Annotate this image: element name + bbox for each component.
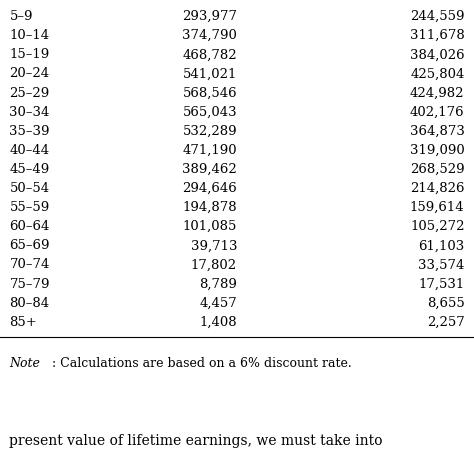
Text: 1,408: 1,408 (200, 316, 237, 329)
Text: 389,462: 389,462 (182, 163, 237, 176)
Text: 45–49: 45–49 (9, 163, 50, 176)
Text: 30–34: 30–34 (9, 106, 50, 118)
Text: 2,257: 2,257 (427, 316, 465, 329)
Text: 85+: 85+ (9, 316, 37, 329)
Text: present value of lifetime earnings, we must take into: present value of lifetime earnings, we m… (9, 434, 383, 448)
Text: 159,614: 159,614 (410, 201, 465, 214)
Text: 424,982: 424,982 (410, 87, 465, 100)
Text: 10–14: 10–14 (9, 29, 50, 42)
Text: 244,559: 244,559 (410, 10, 465, 23)
Text: 468,782: 468,782 (182, 48, 237, 61)
Text: 50–54: 50–54 (9, 182, 50, 195)
Text: 384,026: 384,026 (410, 48, 465, 61)
Text: 101,085: 101,085 (182, 220, 237, 233)
Text: 294,646: 294,646 (182, 182, 237, 195)
Text: 55–59: 55–59 (9, 201, 50, 214)
Text: 8,655: 8,655 (427, 297, 465, 310)
Text: 33,574: 33,574 (418, 258, 465, 272)
Text: 311,678: 311,678 (410, 29, 465, 42)
Text: : Calculations are based on a 6% discount rate.: : Calculations are based on a 6% discoun… (52, 357, 352, 370)
Text: 61,103: 61,103 (418, 239, 465, 252)
Text: 471,190: 471,190 (182, 144, 237, 157)
Text: 8,789: 8,789 (199, 278, 237, 291)
Text: 5–9: 5–9 (9, 10, 33, 23)
Text: 65–69: 65–69 (9, 239, 50, 252)
Text: 80–84: 80–84 (9, 297, 50, 310)
Text: 75–79: 75–79 (9, 278, 50, 291)
Text: 20–24: 20–24 (9, 67, 50, 81)
Text: 214,826: 214,826 (410, 182, 465, 195)
Text: 17,802: 17,802 (191, 258, 237, 272)
Text: 4,457: 4,457 (199, 297, 237, 310)
Text: 35–39: 35–39 (9, 125, 50, 138)
Text: 319,090: 319,090 (410, 144, 465, 157)
Text: 425,804: 425,804 (410, 67, 465, 81)
Text: 60–64: 60–64 (9, 220, 50, 233)
Text: 25–29: 25–29 (9, 87, 50, 100)
Text: 565,043: 565,043 (182, 106, 237, 118)
Text: 70–74: 70–74 (9, 258, 50, 272)
Text: Note: Note (9, 357, 40, 370)
Text: 541,021: 541,021 (182, 67, 237, 81)
Text: 105,272: 105,272 (410, 220, 465, 233)
Text: 194,878: 194,878 (182, 201, 237, 214)
Text: 364,873: 364,873 (410, 125, 465, 138)
Text: 268,529: 268,529 (410, 163, 465, 176)
Text: 374,790: 374,790 (182, 29, 237, 42)
Text: 532,289: 532,289 (182, 125, 237, 138)
Text: 293,977: 293,977 (182, 10, 237, 23)
Text: 40–44: 40–44 (9, 144, 50, 157)
Text: 39,713: 39,713 (191, 239, 237, 252)
Text: 402,176: 402,176 (410, 106, 465, 118)
Text: 568,546: 568,546 (182, 87, 237, 100)
Text: 17,531: 17,531 (418, 278, 465, 291)
Text: 15–19: 15–19 (9, 48, 50, 61)
